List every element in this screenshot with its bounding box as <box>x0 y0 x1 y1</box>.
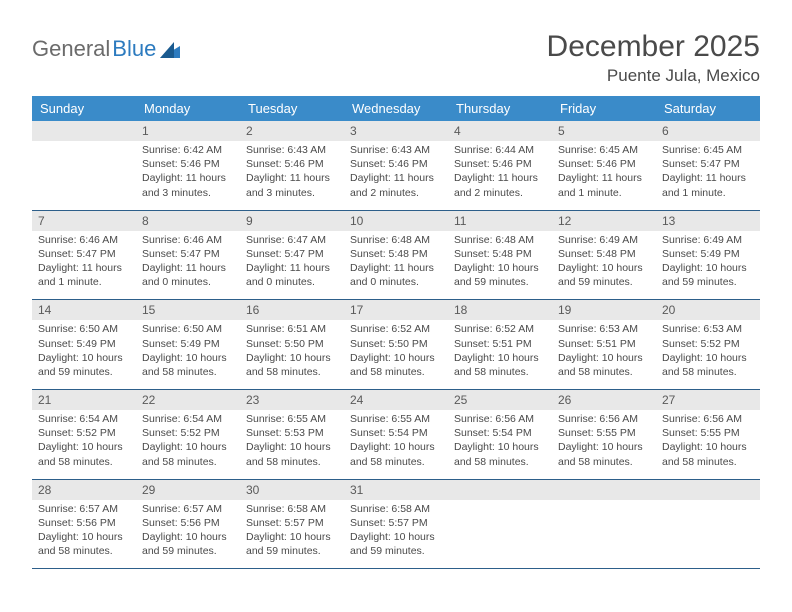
weekday-header: Saturday <box>656 96 760 121</box>
day-info-cell: Sunrise: 6:58 AMSunset: 5:57 PMDaylight:… <box>344 500 448 569</box>
day-info-cell <box>656 500 760 569</box>
day-info-cell: Sunrise: 6:42 AMSunset: 5:46 PMDaylight:… <box>136 141 240 210</box>
day-number-cell: 27 <box>656 390 760 411</box>
weekday-header: Friday <box>552 96 656 121</box>
day-info-cell <box>32 141 136 210</box>
day-info-row: Sunrise: 6:42 AMSunset: 5:46 PMDaylight:… <box>32 141 760 210</box>
day-info-row: Sunrise: 6:54 AMSunset: 5:52 PMDaylight:… <box>32 410 760 479</box>
day-info-cell: Sunrise: 6:56 AMSunset: 5:54 PMDaylight:… <box>448 410 552 479</box>
day-info-cell: Sunrise: 6:52 AMSunset: 5:50 PMDaylight:… <box>344 320 448 389</box>
weekday-header: Monday <box>136 96 240 121</box>
day-info-cell: Sunrise: 6:48 AMSunset: 5:48 PMDaylight:… <box>344 231 448 300</box>
day-number-cell <box>32 121 136 141</box>
day-info-cell: Sunrise: 6:48 AMSunset: 5:48 PMDaylight:… <box>448 231 552 300</box>
day-number-cell: 25 <box>448 390 552 411</box>
day-number-cell <box>656 479 760 500</box>
day-number-cell: 5 <box>552 121 656 141</box>
day-info-cell: Sunrise: 6:44 AMSunset: 5:46 PMDaylight:… <box>448 141 552 210</box>
day-number-cell: 30 <box>240 479 344 500</box>
day-number-cell: 13 <box>656 210 760 231</box>
weekday-header: Thursday <box>448 96 552 121</box>
day-info-cell: Sunrise: 6:57 AMSunset: 5:56 PMDaylight:… <box>32 500 136 569</box>
day-info-cell: Sunrise: 6:58 AMSunset: 5:57 PMDaylight:… <box>240 500 344 569</box>
day-info-cell: Sunrise: 6:56 AMSunset: 5:55 PMDaylight:… <box>552 410 656 479</box>
day-info-cell: Sunrise: 6:57 AMSunset: 5:56 PMDaylight:… <box>136 500 240 569</box>
day-number-cell <box>448 479 552 500</box>
day-info-cell: Sunrise: 6:51 AMSunset: 5:50 PMDaylight:… <box>240 320 344 389</box>
day-info-row: Sunrise: 6:50 AMSunset: 5:49 PMDaylight:… <box>32 320 760 389</box>
day-number-cell: 1 <box>136 121 240 141</box>
day-info-cell: Sunrise: 6:56 AMSunset: 5:55 PMDaylight:… <box>656 410 760 479</box>
weekday-header-row: Sunday Monday Tuesday Wednesday Thursday… <box>32 96 760 121</box>
day-info-cell: Sunrise: 6:50 AMSunset: 5:49 PMDaylight:… <box>136 320 240 389</box>
day-number-row: 123456 <box>32 121 760 141</box>
day-number-cell: 31 <box>344 479 448 500</box>
weekday-header: Tuesday <box>240 96 344 121</box>
location-text: Puente Jula, Mexico <box>547 66 760 86</box>
day-number-cell: 14 <box>32 300 136 321</box>
day-info-row: Sunrise: 6:46 AMSunset: 5:47 PMDaylight:… <box>32 231 760 300</box>
logo-text-blue: Blue <box>112 36 156 62</box>
day-info-cell: Sunrise: 6:50 AMSunset: 5:49 PMDaylight:… <box>32 320 136 389</box>
weekday-header: Wednesday <box>344 96 448 121</box>
day-info-cell: Sunrise: 6:47 AMSunset: 5:47 PMDaylight:… <box>240 231 344 300</box>
day-info-cell: Sunrise: 6:53 AMSunset: 5:52 PMDaylight:… <box>656 320 760 389</box>
day-info-cell: Sunrise: 6:46 AMSunset: 5:47 PMDaylight:… <box>32 231 136 300</box>
logo: GeneralBlue <box>32 30 180 62</box>
day-number-cell: 12 <box>552 210 656 231</box>
day-info-cell: Sunrise: 6:52 AMSunset: 5:51 PMDaylight:… <box>448 320 552 389</box>
day-number-row: 21222324252627 <box>32 390 760 411</box>
day-info-cell: Sunrise: 6:54 AMSunset: 5:52 PMDaylight:… <box>136 410 240 479</box>
day-number-cell: 21 <box>32 390 136 411</box>
day-number-cell: 26 <box>552 390 656 411</box>
header: GeneralBlue December 2025 Puente Jula, M… <box>32 30 760 86</box>
day-info-cell: Sunrise: 6:53 AMSunset: 5:51 PMDaylight:… <box>552 320 656 389</box>
month-title: December 2025 <box>547 30 760 64</box>
day-number-cell: 29 <box>136 479 240 500</box>
day-info-cell: Sunrise: 6:46 AMSunset: 5:47 PMDaylight:… <box>136 231 240 300</box>
day-number-cell: 17 <box>344 300 448 321</box>
day-number-cell: 22 <box>136 390 240 411</box>
day-number-row: 28293031 <box>32 479 760 500</box>
day-info-cell <box>552 500 656 569</box>
day-info-cell: Sunrise: 6:49 AMSunset: 5:49 PMDaylight:… <box>656 231 760 300</box>
day-number-cell: 11 <box>448 210 552 231</box>
weekday-header: Sunday <box>32 96 136 121</box>
day-info-row: Sunrise: 6:57 AMSunset: 5:56 PMDaylight:… <box>32 500 760 569</box>
day-info-cell: Sunrise: 6:49 AMSunset: 5:48 PMDaylight:… <box>552 231 656 300</box>
day-info-cell: Sunrise: 6:54 AMSunset: 5:52 PMDaylight:… <box>32 410 136 479</box>
day-number-cell: 28 <box>32 479 136 500</box>
day-number-cell: 9 <box>240 210 344 231</box>
day-number-cell <box>552 479 656 500</box>
day-number-cell: 18 <box>448 300 552 321</box>
day-number-cell: 24 <box>344 390 448 411</box>
day-info-cell: Sunrise: 6:43 AMSunset: 5:46 PMDaylight:… <box>240 141 344 210</box>
day-info-cell <box>448 500 552 569</box>
day-number-cell: 15 <box>136 300 240 321</box>
title-block: December 2025 Puente Jula, Mexico <box>547 30 760 86</box>
day-info-cell: Sunrise: 6:45 AMSunset: 5:47 PMDaylight:… <box>656 141 760 210</box>
logo-triangle-icon <box>160 42 180 58</box>
logo-text-gray: General <box>32 36 110 62</box>
day-number-cell: 3 <box>344 121 448 141</box>
day-number-cell: 19 <box>552 300 656 321</box>
day-info-cell: Sunrise: 6:43 AMSunset: 5:46 PMDaylight:… <box>344 141 448 210</box>
day-number-cell: 20 <box>656 300 760 321</box>
day-number-cell: 8 <box>136 210 240 231</box>
day-info-cell: Sunrise: 6:55 AMSunset: 5:53 PMDaylight:… <box>240 410 344 479</box>
day-number-row: 14151617181920 <box>32 300 760 321</box>
day-number-cell: 10 <box>344 210 448 231</box>
day-number-row: 78910111213 <box>32 210 760 231</box>
day-number-cell: 16 <box>240 300 344 321</box>
calendar-table: Sunday Monday Tuesday Wednesday Thursday… <box>32 96 760 569</box>
day-info-cell: Sunrise: 6:45 AMSunset: 5:46 PMDaylight:… <box>552 141 656 210</box>
day-number-cell: 23 <box>240 390 344 411</box>
day-number-cell: 6 <box>656 121 760 141</box>
day-info-cell: Sunrise: 6:55 AMSunset: 5:54 PMDaylight:… <box>344 410 448 479</box>
day-number-cell: 2 <box>240 121 344 141</box>
day-number-cell: 4 <box>448 121 552 141</box>
day-number-cell: 7 <box>32 210 136 231</box>
